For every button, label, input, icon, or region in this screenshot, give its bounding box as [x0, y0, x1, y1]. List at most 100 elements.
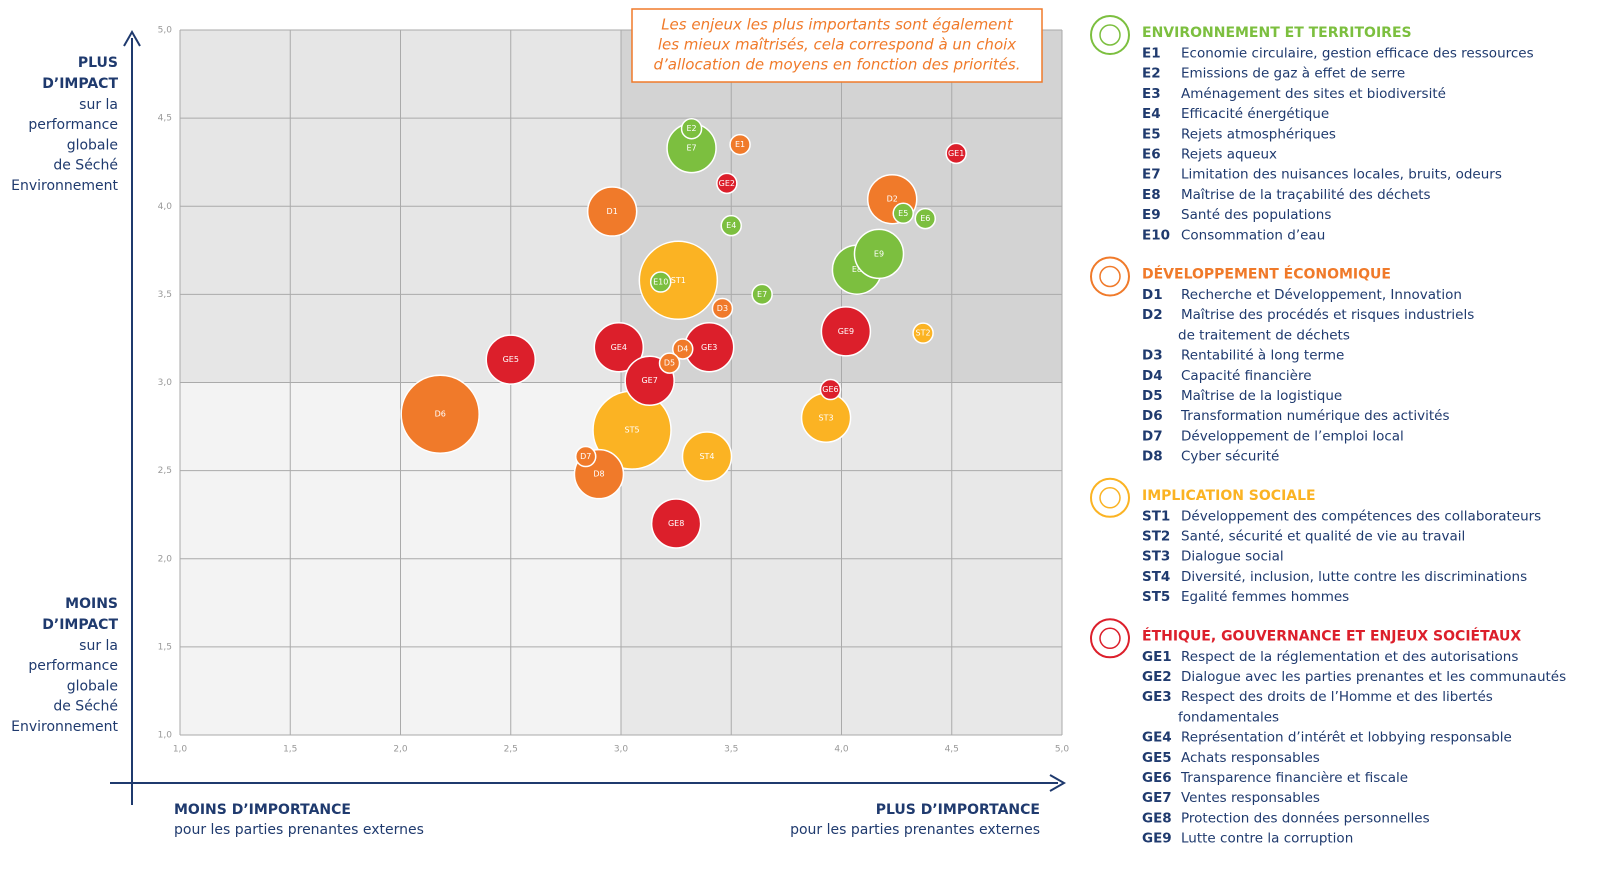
- bubble: [671, 338, 694, 360]
- bubble-label: D8: [593, 470, 604, 479]
- group-icon-inner: [1099, 24, 1121, 46]
- legend-code: GE8: [1142, 810, 1172, 826]
- x-tick-label: 1,5: [283, 745, 297, 755]
- bubble-label: E4: [726, 221, 736, 230]
- y-tick-label: 3,0: [158, 378, 173, 388]
- x-arrow-head: [1049, 774, 1067, 792]
- bubble-label: GE5: [503, 355, 519, 364]
- bubble: [720, 214, 742, 237]
- axis-subtitle: sur la: [79, 97, 118, 113]
- legend-code: D8: [1142, 449, 1163, 465]
- bubble: [912, 322, 934, 344]
- legend-code: D3: [1142, 348, 1163, 364]
- group-icon: [1090, 256, 1130, 297]
- axis-subtitle: performance: [28, 117, 118, 133]
- legend-code: GE7: [1142, 790, 1172, 806]
- bubble: [819, 378, 842, 401]
- axis-title: MOINS D’IMPORTANCE: [174, 802, 351, 818]
- bubble: [681, 431, 733, 482]
- axis-subtitle: sur la: [79, 638, 118, 654]
- bubble-label: D5: [664, 359, 675, 368]
- legend-code: D6: [1142, 408, 1163, 424]
- axis-subtitle: Environnement: [11, 719, 118, 735]
- y-tick-label: 3,5: [158, 290, 172, 300]
- legend-text: Maîtrise de la logistique: [1181, 388, 1342, 404]
- x-tick-label: 1,0: [173, 745, 188, 755]
- x-tick-label: 4,5: [945, 745, 959, 755]
- bubble: [680, 117, 703, 140]
- bubble-label: E6: [920, 214, 930, 223]
- legend-title: DÉVELOPPEMENT ÉCONOMIQUE: [1142, 266, 1391, 283]
- legend-code: E7: [1142, 167, 1161, 183]
- legend-text: Respect de la réglementation et des auto…: [1181, 649, 1518, 665]
- axis-subtitle: de Séché: [53, 699, 118, 715]
- legend-code: ST2: [1142, 529, 1170, 545]
- bubble-label: D7: [580, 452, 591, 461]
- bubble: [586, 186, 638, 237]
- legend-text: Efficacité énergétique: [1181, 106, 1329, 122]
- axis-subtitle: de Séché: [53, 158, 118, 174]
- bubble: [638, 240, 719, 321]
- bubble-label: GE7: [641, 376, 657, 385]
- bubble-label: GE2: [719, 179, 735, 188]
- bubble: [716, 172, 738, 195]
- legend-text: Consommation d’eau: [1181, 227, 1325, 243]
- bubble: [658, 352, 681, 374]
- legend-code: D2: [1142, 307, 1163, 323]
- legend-text: Maîtrise des procédés et risques industr…: [1181, 307, 1474, 323]
- bubble: [729, 133, 751, 156]
- legend-code: E3: [1142, 86, 1161, 102]
- annotation: d’allocation de moyens en fonction des p…: [653, 56, 1020, 74]
- plot-background: [179, 29, 1063, 736]
- bubble-label: E9: [874, 249, 884, 258]
- bubble-label: E5: [898, 209, 908, 218]
- bubble-label: D1: [607, 207, 618, 216]
- legend-text: Emissions de gaz à effet de serre: [1181, 66, 1405, 82]
- bubble: [649, 271, 672, 293]
- axis-title: pour les parties prenantes externes: [174, 822, 424, 838]
- axis-subtitle: globale: [67, 137, 118, 153]
- axis-subtitle: performance: [28, 658, 118, 674]
- bubble: [945, 142, 967, 165]
- bubble-label: GE9: [838, 327, 854, 336]
- legend-code: ST4: [1142, 569, 1170, 585]
- axis-subtitle: Environnement: [11, 178, 118, 194]
- bubble-label: D3: [717, 304, 728, 313]
- bubble-label: ST5: [624, 426, 639, 435]
- bubble: [400, 374, 480, 454]
- axis-title: pour les parties prenantes externes: [790, 822, 1040, 838]
- legend-code: E4: [1142, 106, 1161, 122]
- x-tick-label: 5,0: [1055, 745, 1070, 755]
- legend-code: GE9: [1142, 831, 1172, 847]
- y-tick-label: 2,0: [158, 554, 173, 564]
- group-icon-inner: [1099, 487, 1121, 509]
- axis-title: D’IMPACT: [42, 617, 118, 633]
- axis-title: MOINS: [65, 596, 118, 612]
- y-tick-label: 5,0: [158, 26, 173, 36]
- bubble: [574, 445, 597, 468]
- bubble-label: GE4: [611, 343, 627, 352]
- legend-text: Maîtrise de la traçabilité des déchets: [1181, 187, 1431, 203]
- legend-code: E8: [1142, 187, 1161, 203]
- x-tick-label: 2,0: [393, 745, 408, 755]
- y-tick-label: 1,0: [158, 731, 173, 741]
- legend-code: GE2: [1142, 669, 1172, 685]
- group-icon: [1090, 15, 1130, 55]
- legend-code: ST1: [1142, 508, 1170, 524]
- bubble-label: D2: [887, 195, 898, 204]
- axis-title: D’IMPACT: [42, 76, 118, 92]
- x-tick-label: 3,0: [614, 745, 629, 755]
- bubble-label: E7: [686, 144, 696, 153]
- legend-text: Aménagement des sites et biodiversité: [1181, 86, 1446, 102]
- bubble-label: E8: [852, 265, 862, 274]
- bubble-label: ST3: [819, 413, 834, 422]
- bubble-label: GE3: [701, 343, 717, 352]
- bubble-label: GE6: [822, 385, 838, 394]
- legend-text: Développement des compétences des collab…: [1181, 508, 1541, 524]
- legend-title: ENVIRONNEMENT ET TERRITOIRES: [1142, 25, 1412, 41]
- legend-code: E6: [1142, 147, 1161, 163]
- legend-code: E1: [1142, 46, 1161, 62]
- y-arrow-head: [123, 29, 141, 47]
- legend-code: GE4: [1142, 730, 1172, 746]
